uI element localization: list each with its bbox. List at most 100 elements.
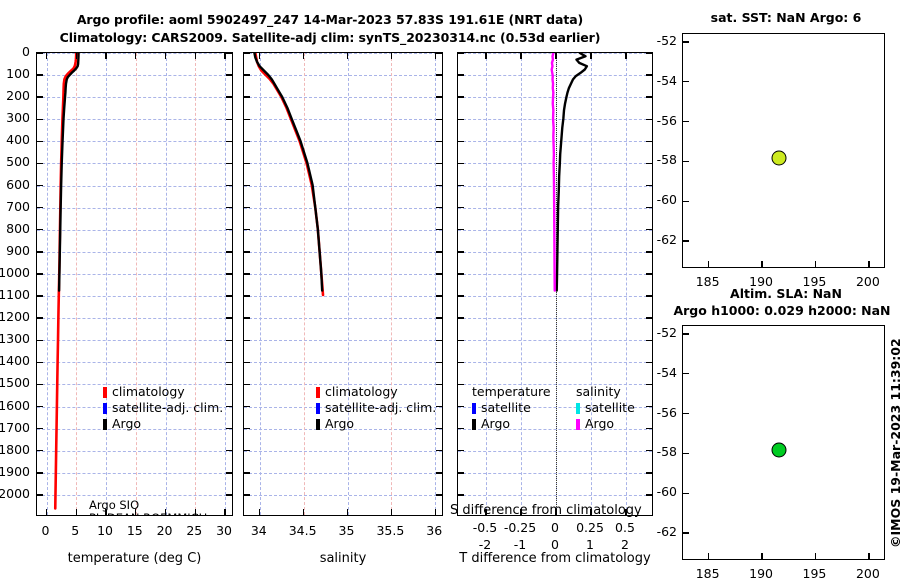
y-tick xyxy=(244,472,250,474)
legend-header: salinity xyxy=(576,384,621,399)
x-tick-label: 185 xyxy=(695,566,720,581)
gridline-horizontal xyxy=(37,362,232,364)
y-tick xyxy=(458,317,464,319)
salinity-legend: climatology satellite-adj. clim. Argo xyxy=(316,384,436,432)
argo-float-marker[interactable] xyxy=(771,150,787,166)
x-tick xyxy=(224,53,226,59)
x-tick xyxy=(390,509,393,515)
x-tick-label: 34.5 xyxy=(288,523,317,538)
x-tick xyxy=(434,53,436,59)
y-tick xyxy=(646,184,652,187)
y-tick xyxy=(646,295,652,297)
y-tick xyxy=(436,118,442,120)
legend-label: satellite-adj. clim. xyxy=(112,400,224,415)
gridline-horizontal xyxy=(37,229,232,231)
x-tick xyxy=(814,553,817,559)
y-tick xyxy=(646,317,652,319)
sst-map-panel xyxy=(682,33,885,268)
x-tick xyxy=(194,509,196,515)
gridline-horizontal xyxy=(244,185,442,187)
y-tick xyxy=(683,532,689,534)
argo-float-marker[interactable] xyxy=(771,442,787,458)
y-tick xyxy=(244,118,250,120)
temperature-legend: climatology satellite-adj. clim. Argo xyxy=(103,384,223,432)
y-tick xyxy=(458,472,464,474)
y-tick xyxy=(458,118,464,120)
gridline-horizontal xyxy=(37,428,232,430)
y-tick xyxy=(683,412,689,415)
sst-map-canvas xyxy=(683,34,884,267)
y-tick xyxy=(244,74,250,76)
y-tick xyxy=(37,361,43,364)
x-tick xyxy=(590,53,592,59)
y-tick-label: -52 xyxy=(656,324,677,340)
gridline-horizontal xyxy=(244,273,442,275)
y-tick xyxy=(436,229,442,231)
x-tick xyxy=(164,53,167,59)
x-tick-label: 30 xyxy=(216,523,233,538)
y-tick xyxy=(244,339,250,341)
y-tick-label: -56 xyxy=(656,404,677,420)
sla-map-title-line1: Altim. SLA: NaN xyxy=(730,286,842,301)
legend-swatch-argo xyxy=(103,418,107,430)
x-tick-label: 195 xyxy=(802,566,827,581)
y-tick xyxy=(436,53,442,54)
x-tick xyxy=(590,509,592,515)
y-tick xyxy=(244,53,250,54)
gridline-vertical xyxy=(521,53,522,515)
y-tick xyxy=(37,251,43,253)
x-tick-label-top: -0.5 xyxy=(472,520,498,535)
legend-label: Argo xyxy=(112,416,142,431)
gridline-horizontal xyxy=(458,450,652,452)
gridline-vertical xyxy=(259,53,261,515)
legend-item: satellite xyxy=(576,400,635,416)
x-tick-label: 185 xyxy=(695,274,720,289)
y-tick-label: -54 xyxy=(656,364,677,380)
y-tick xyxy=(436,405,442,408)
y-tick xyxy=(436,74,442,76)
gridline-horizontal xyxy=(244,406,442,408)
y-tick xyxy=(226,118,232,120)
y-tick-label: 600 xyxy=(6,176,30,192)
gridline-horizontal xyxy=(37,75,232,77)
y-tick xyxy=(683,452,689,455)
x-tick xyxy=(520,53,522,59)
legend-label: satellite xyxy=(585,400,635,415)
y-tick-label: -62 xyxy=(656,524,677,540)
y-tick xyxy=(226,472,232,474)
gridline-horizontal xyxy=(37,119,232,121)
sla-map-title-line2: Argo h1000: 0.029 h2000: NaN xyxy=(673,303,891,318)
gridline-vertical xyxy=(391,53,393,515)
x-tick xyxy=(555,509,557,515)
y-tick xyxy=(436,339,442,341)
gridline-horizontal xyxy=(37,163,232,165)
y-tick-label: 1100 xyxy=(0,287,30,303)
y-tick xyxy=(458,74,464,76)
gridline-horizontal xyxy=(37,450,232,452)
x-tick-label-bottom: -1 xyxy=(513,537,527,552)
gridline-horizontal xyxy=(37,53,232,54)
gridline-horizontal xyxy=(458,384,652,386)
legend-item: satellite-adj. clim. xyxy=(103,400,223,416)
x-tick xyxy=(224,509,226,515)
gridline-horizontal xyxy=(37,406,232,408)
y-tick-label: 1200 xyxy=(0,309,30,325)
sst-map-title: sat. SST: NaN Argo: 6 xyxy=(710,10,862,25)
y-tick xyxy=(37,317,43,319)
gridline-horizontal xyxy=(37,494,232,496)
y-tick xyxy=(37,450,43,452)
x-tick xyxy=(259,509,261,515)
y-tick xyxy=(683,240,689,242)
gridline-horizontal xyxy=(244,428,442,430)
y-tick xyxy=(244,184,250,187)
gridline-vertical xyxy=(591,53,592,515)
y-tick xyxy=(226,96,232,98)
x-tick xyxy=(346,53,349,59)
y-tick xyxy=(244,206,250,209)
y-tick xyxy=(37,118,43,120)
y-tick xyxy=(226,273,232,275)
y-tick-label: -56 xyxy=(656,112,677,128)
gridline-horizontal xyxy=(37,185,232,187)
gridline-horizontal xyxy=(458,97,652,99)
gridline-horizontal xyxy=(244,296,442,298)
